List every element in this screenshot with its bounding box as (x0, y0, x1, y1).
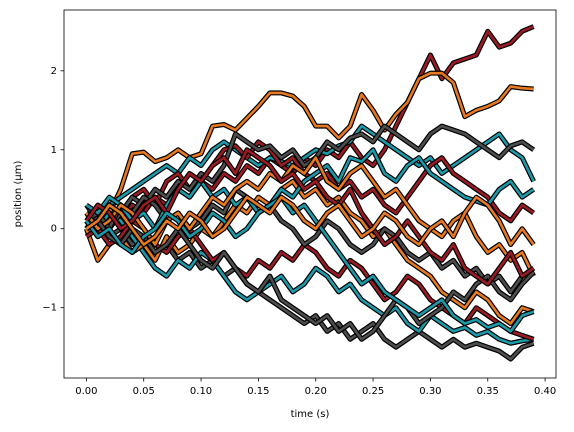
x-tick-label: 0.30 (419, 386, 441, 397)
x-tick-label: 0.40 (534, 386, 556, 397)
line (85, 211, 534, 345)
y-tick-label: 0 (51, 224, 57, 235)
y-tick-label: 1 (51, 145, 57, 156)
x-tick-label: 0.15 (247, 386, 269, 397)
line (85, 71, 534, 238)
x-tick-label: 0.05 (133, 386, 155, 397)
x-tick-label: 0.25 (362, 386, 384, 397)
line (85, 124, 535, 223)
line (85, 195, 535, 333)
line (85, 219, 535, 341)
y-axis-label: position (μm) (13, 161, 24, 228)
line (85, 148, 535, 286)
x-tick-label: 0.10 (190, 386, 212, 397)
x-tick-label: 0.20 (305, 386, 327, 397)
x-axis-label: time (s) (291, 409, 330, 420)
y-tick-label: −1 (42, 303, 57, 314)
line (85, 195, 535, 246)
x-tick-label: 0.00 (75, 386, 97, 397)
y-tick-label: 2 (51, 66, 57, 77)
x-tick-label: 0.35 (477, 386, 499, 397)
plot-frame (63, 9, 557, 379)
